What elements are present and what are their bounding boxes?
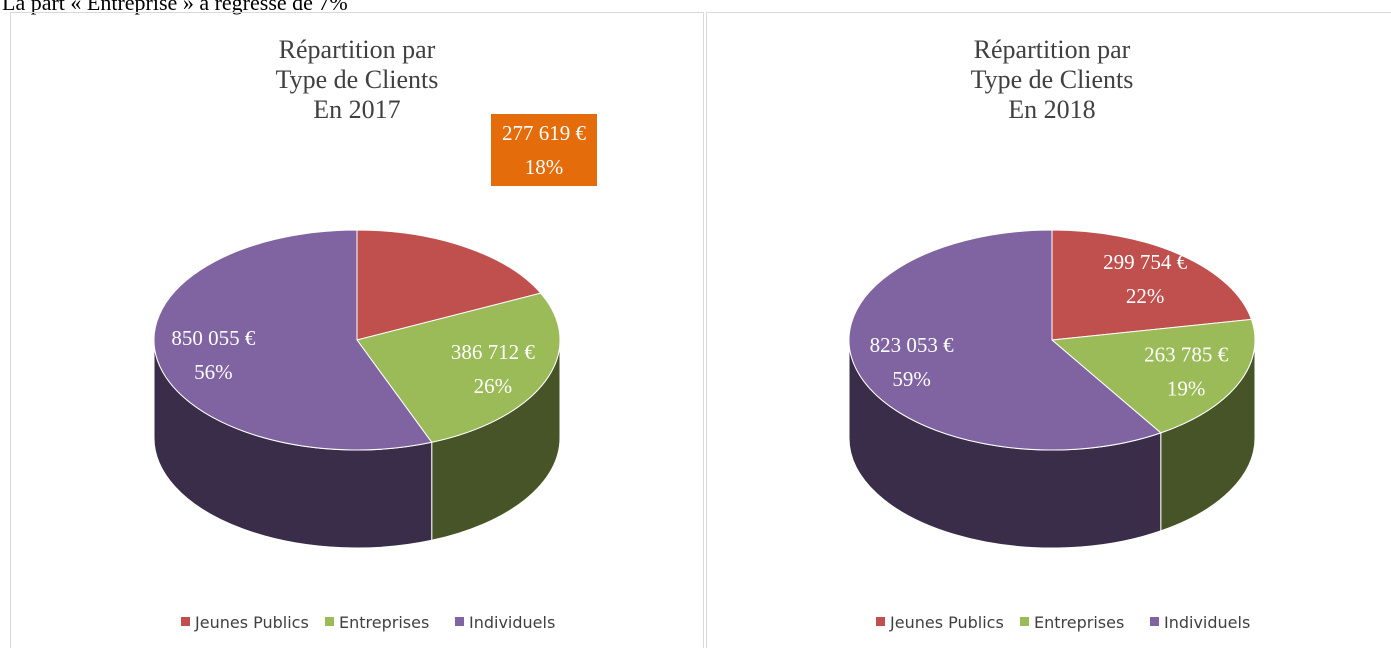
pie-slice [848,229,1162,451]
value-label: 56% [194,360,233,384]
legend-swatch [325,617,334,626]
pie-slice [1050,318,1256,434]
legend-swatch [455,617,464,626]
legend-label: Entreprises [339,613,429,632]
amount-label: 277 619 € [502,121,587,145]
chart-title: Répartition par [279,35,436,64]
legend-swatch [876,617,885,626]
value-label: 19% [1167,376,1206,400]
pie-slice [1051,229,1253,341]
pie-slice [356,229,542,341]
value-label: 26% [474,374,513,398]
chart-title: Type de Clients [971,65,1134,94]
legend-label: Jeunes Publics [889,613,1004,632]
chart-title: Type de Clients [276,65,439,94]
chart-title: En 2018 [1008,95,1095,124]
legend-swatch [1020,617,1029,626]
panel-frame [706,12,1391,648]
amount-label: 823 053 € [870,333,955,357]
header-text: La part « Entreprise » a régressé de 7% [2,0,348,15]
legend-label: Individuels [469,613,555,632]
chart-title: En 2017 [313,95,400,124]
amount-label: 850 055 € [171,326,256,350]
chart-title: Répartition par [974,35,1131,64]
legend-swatch [181,617,190,626]
legend-swatch [1150,617,1159,626]
value-label: 22% [1126,284,1165,308]
panel-frame [10,12,704,648]
amount-label: 386 712 € [451,340,536,364]
pie-slice [153,229,433,451]
value-label: 59% [892,367,931,391]
pie-slice [356,292,561,443]
amount-label: 263 785 € [1144,342,1229,366]
legend-label: Entreprises [1034,613,1124,632]
amount-label: 299 754 € [1103,250,1188,274]
callout-box [491,114,597,186]
legend-label: Jeunes Publics [194,613,309,632]
value-label: 18% [525,155,564,179]
legend-label: Individuels [1164,613,1250,632]
